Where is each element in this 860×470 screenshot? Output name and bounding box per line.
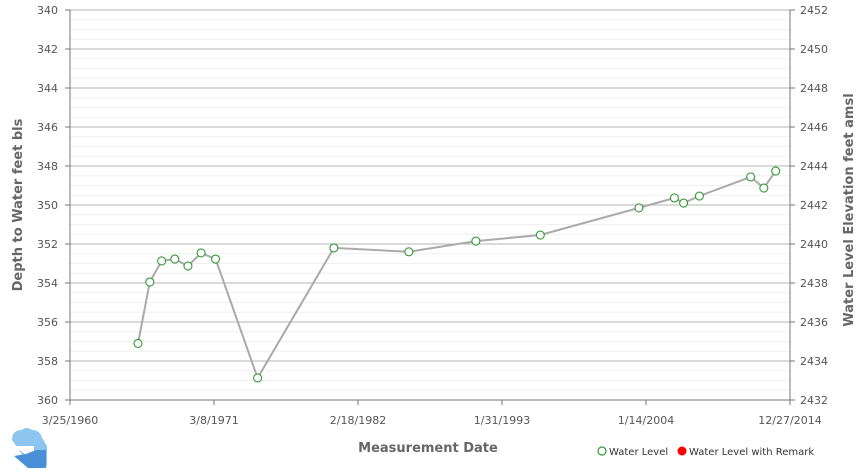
y-tick-label: 354 <box>37 277 58 290</box>
y2-tick-label: 2450 <box>800 43 828 56</box>
data-point <box>157 256 167 266</box>
y-tick-label: 344 <box>37 82 58 95</box>
x-tick-label: 1/14/2004 <box>618 414 674 427</box>
y-tick-label: 360 <box>37 394 58 407</box>
data-point <box>471 236 481 246</box>
data-points <box>133 166 781 383</box>
y-tick-label: 356 <box>37 316 58 329</box>
x-tick-label: 12/27/2014 <box>758 414 821 427</box>
data-point <box>133 338 143 349</box>
y2-tick-label: 2444 <box>800 160 828 173</box>
logo-icon <box>12 428 47 468</box>
tick-labels: 340 342 344 346 348 350 352 354 356 358 360 2452 245… <box>37 4 828 427</box>
legend-label-remark[interactable]: Water Level with Remark <box>689 447 814 458</box>
data-point <box>634 203 644 213</box>
data-point <box>694 191 704 201</box>
data-point <box>404 247 414 257</box>
x-tick-label: 3/25/1960 <box>42 414 98 427</box>
y-tick-label: 350 <box>37 199 58 212</box>
x-tick-label: 2/18/1982 <box>330 414 386 427</box>
data-point <box>170 254 180 264</box>
y2-tick-label: 2438 <box>800 277 828 290</box>
y2-tick-label: 2448 <box>800 82 828 95</box>
y2-tick-label: 2442 <box>800 199 828 212</box>
y2-tick-label: 2436 <box>800 316 828 329</box>
axes <box>65 9 795 405</box>
data-point <box>145 277 155 287</box>
x-tick-label: 3/8/1971 <box>189 414 238 427</box>
y-tick-label: 342 <box>37 43 58 56</box>
data-point <box>759 183 769 193</box>
data-point <box>211 254 221 264</box>
legend-label-water-level[interactable]: Water Level <box>609 447 668 458</box>
y2-tick-label: 2452 <box>800 4 828 17</box>
y2-tick-label: 2432 <box>800 394 828 407</box>
legend: Water Level Water Level with Remark <box>597 446 814 458</box>
data-point <box>669 193 679 203</box>
data-point <box>183 261 193 271</box>
y-tick-label: 346 <box>37 121 58 134</box>
y-tick-label: 358 <box>37 355 58 368</box>
legend-marker-water-level <box>597 446 607 456</box>
legend-marker-remark <box>677 446 687 456</box>
y-tick-label: 352 <box>37 238 58 251</box>
y-tick-label: 340 <box>37 4 58 17</box>
data-point <box>535 230 545 240</box>
data-point <box>329 243 339 253</box>
data-point <box>746 172 756 182</box>
y-tick-label: 348 <box>37 160 58 173</box>
y2-tick-label: 2440 <box>800 238 828 251</box>
y-axis-title: Depth to Water feet bls <box>11 118 26 291</box>
x-tick-label: 1/31/1993 <box>474 414 530 427</box>
x-axis-title: Measurement Date <box>358 441 498 456</box>
y2-tick-label: 2434 <box>800 355 828 368</box>
data-point <box>196 248 206 258</box>
y2-axis-title: Water Level Elevation feet amsl <box>842 93 857 326</box>
y2-tick-label: 2446 <box>800 121 828 134</box>
data-point <box>679 198 689 208</box>
data-point <box>771 166 781 176</box>
data-point <box>253 373 263 383</box>
grid-lines <box>70 9 790 401</box>
